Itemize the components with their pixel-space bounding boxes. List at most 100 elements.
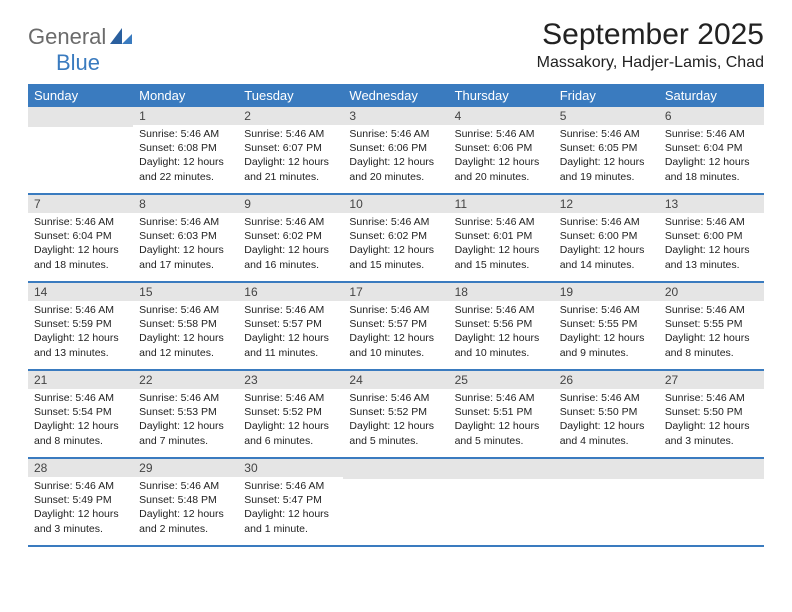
logo: General Blue <box>28 18 132 76</box>
calendar-cell: 26Sunrise: 5:46 AMSunset: 5:50 PMDayligh… <box>554 370 659 458</box>
calendar-cell: 11Sunrise: 5:46 AMSunset: 6:01 PMDayligh… <box>449 194 554 282</box>
day-number: 14 <box>28 283 133 301</box>
day-details: Sunrise: 5:46 AMSunset: 5:55 PMDaylight:… <box>554 301 659 364</box>
calendar-cell: 27Sunrise: 5:46 AMSunset: 5:50 PMDayligh… <box>659 370 764 458</box>
calendar-cell: 4Sunrise: 5:46 AMSunset: 6:06 PMDaylight… <box>449 107 554 194</box>
day-details: Sunrise: 5:46 AMSunset: 5:51 PMDaylight:… <box>449 389 554 452</box>
day-details: Sunrise: 5:46 AMSunset: 5:54 PMDaylight:… <box>28 389 133 452</box>
day-details: Sunrise: 5:46 AMSunset: 6:00 PMDaylight:… <box>554 213 659 276</box>
day-details: Sunrise: 5:46 AMSunset: 6:00 PMDaylight:… <box>659 213 764 276</box>
day-details: Sunrise: 5:46 AMSunset: 6:03 PMDaylight:… <box>133 213 238 276</box>
calendar-table: SundayMondayTuesdayWednesdayThursdayFrid… <box>28 84 764 547</box>
weekday-header: Friday <box>554 84 659 107</box>
day-number: 24 <box>343 371 448 389</box>
calendar-cell <box>449 458 554 546</box>
day-number: 27 <box>659 371 764 389</box>
day-number: 21 <box>28 371 133 389</box>
day-number: 17 <box>343 283 448 301</box>
calendar-row: 1Sunrise: 5:46 AMSunset: 6:08 PMDaylight… <box>28 107 764 194</box>
calendar-row: 21Sunrise: 5:46 AMSunset: 5:54 PMDayligh… <box>28 370 764 458</box>
day-details: Sunrise: 5:46 AMSunset: 6:07 PMDaylight:… <box>238 125 343 188</box>
day-details: Sunrise: 5:46 AMSunset: 5:47 PMDaylight:… <box>238 477 343 540</box>
calendar-cell: 5Sunrise: 5:46 AMSunset: 6:05 PMDaylight… <box>554 107 659 194</box>
weekday-header: Monday <box>133 84 238 107</box>
day-number <box>449 459 554 479</box>
day-details: Sunrise: 5:46 AMSunset: 5:49 PMDaylight:… <box>28 477 133 540</box>
calendar-cell: 23Sunrise: 5:46 AMSunset: 5:52 PMDayligh… <box>238 370 343 458</box>
day-details: Sunrise: 5:46 AMSunset: 5:56 PMDaylight:… <box>449 301 554 364</box>
day-number: 3 <box>343 107 448 125</box>
day-number: 22 <box>133 371 238 389</box>
day-number: 19 <box>554 283 659 301</box>
day-number: 1 <box>133 107 238 125</box>
calendar-cell: 1Sunrise: 5:46 AMSunset: 6:08 PMDaylight… <box>133 107 238 194</box>
day-number: 7 <box>28 195 133 213</box>
day-number: 30 <box>238 459 343 477</box>
calendar-cell: 12Sunrise: 5:46 AMSunset: 6:00 PMDayligh… <box>554 194 659 282</box>
calendar-cell: 30Sunrise: 5:46 AMSunset: 5:47 PMDayligh… <box>238 458 343 546</box>
day-number: 6 <box>659 107 764 125</box>
day-number: 13 <box>659 195 764 213</box>
title-block: September 2025 Massakory, Hadjer-Lamis, … <box>537 18 764 72</box>
calendar-cell: 15Sunrise: 5:46 AMSunset: 5:58 PMDayligh… <box>133 282 238 370</box>
day-number: 12 <box>554 195 659 213</box>
day-details: Sunrise: 5:46 AMSunset: 6:04 PMDaylight:… <box>659 125 764 188</box>
weekday-header: Thursday <box>449 84 554 107</box>
day-details: Sunrise: 5:46 AMSunset: 6:02 PMDaylight:… <box>343 213 448 276</box>
day-details: Sunrise: 5:46 AMSunset: 6:01 PMDaylight:… <box>449 213 554 276</box>
day-details: Sunrise: 5:46 AMSunset: 5:58 PMDaylight:… <box>133 301 238 364</box>
calendar-cell <box>554 458 659 546</box>
day-details: Sunrise: 5:46 AMSunset: 5:52 PMDaylight:… <box>238 389 343 452</box>
calendar-cell: 14Sunrise: 5:46 AMSunset: 5:59 PMDayligh… <box>28 282 133 370</box>
calendar-cell: 22Sunrise: 5:46 AMSunset: 5:53 PMDayligh… <box>133 370 238 458</box>
day-number <box>28 107 133 127</box>
calendar-cell: 9Sunrise: 5:46 AMSunset: 6:02 PMDaylight… <box>238 194 343 282</box>
day-details: Sunrise: 5:46 AMSunset: 5:50 PMDaylight:… <box>554 389 659 452</box>
month-title: September 2025 <box>537 18 764 52</box>
calendar-cell: 17Sunrise: 5:46 AMSunset: 5:57 PMDayligh… <box>343 282 448 370</box>
day-details: Sunrise: 5:46 AMSunset: 5:59 PMDaylight:… <box>28 301 133 364</box>
calendar-cell: 2Sunrise: 5:46 AMSunset: 6:07 PMDaylight… <box>238 107 343 194</box>
header: General Blue September 2025 Massakory, H… <box>28 18 764 76</box>
day-number: 4 <box>449 107 554 125</box>
calendar-cell <box>343 458 448 546</box>
day-number <box>659 459 764 479</box>
day-number: 10 <box>343 195 448 213</box>
calendar-cell: 6Sunrise: 5:46 AMSunset: 6:04 PMDaylight… <box>659 107 764 194</box>
calendar-cell: 21Sunrise: 5:46 AMSunset: 5:54 PMDayligh… <box>28 370 133 458</box>
day-number <box>343 459 448 479</box>
day-number: 29 <box>133 459 238 477</box>
calendar-cell <box>659 458 764 546</box>
calendar-row: 7Sunrise: 5:46 AMSunset: 6:04 PMDaylight… <box>28 194 764 282</box>
day-number: 11 <box>449 195 554 213</box>
logo-part1: General <box>28 24 106 49</box>
day-details: Sunrise: 5:46 AMSunset: 5:50 PMDaylight:… <box>659 389 764 452</box>
calendar-cell: 24Sunrise: 5:46 AMSunset: 5:52 PMDayligh… <box>343 370 448 458</box>
calendar-cell: 10Sunrise: 5:46 AMSunset: 6:02 PMDayligh… <box>343 194 448 282</box>
calendar-cell: 8Sunrise: 5:46 AMSunset: 6:03 PMDaylight… <box>133 194 238 282</box>
day-number: 28 <box>28 459 133 477</box>
day-number: 23 <box>238 371 343 389</box>
weekday-header: Saturday <box>659 84 764 107</box>
day-details: Sunrise: 5:46 AMSunset: 5:57 PMDaylight:… <box>238 301 343 364</box>
day-number: 16 <box>238 283 343 301</box>
calendar-cell: 18Sunrise: 5:46 AMSunset: 5:56 PMDayligh… <box>449 282 554 370</box>
weekday-header: Wednesday <box>343 84 448 107</box>
day-number <box>554 459 659 479</box>
day-details: Sunrise: 5:46 AMSunset: 5:53 PMDaylight:… <box>133 389 238 452</box>
weekday-header: Tuesday <box>238 84 343 107</box>
calendar-row: 28Sunrise: 5:46 AMSunset: 5:49 PMDayligh… <box>28 458 764 546</box>
day-number: 20 <box>659 283 764 301</box>
calendar-row: 14Sunrise: 5:46 AMSunset: 5:59 PMDayligh… <box>28 282 764 370</box>
day-number: 5 <box>554 107 659 125</box>
day-number: 8 <box>133 195 238 213</box>
day-details: Sunrise: 5:46 AMSunset: 6:06 PMDaylight:… <box>449 125 554 188</box>
weekday-header: Sunday <box>28 84 133 107</box>
day-number: 15 <box>133 283 238 301</box>
day-number: 25 <box>449 371 554 389</box>
day-number: 18 <box>449 283 554 301</box>
calendar-page: General Blue September 2025 Massakory, H… <box>0 0 792 565</box>
location: Massakory, Hadjer-Lamis, Chad <box>537 54 764 72</box>
day-details: Sunrise: 5:46 AMSunset: 6:04 PMDaylight:… <box>28 213 133 276</box>
calendar-body: 1Sunrise: 5:46 AMSunset: 6:08 PMDaylight… <box>28 107 764 546</box>
